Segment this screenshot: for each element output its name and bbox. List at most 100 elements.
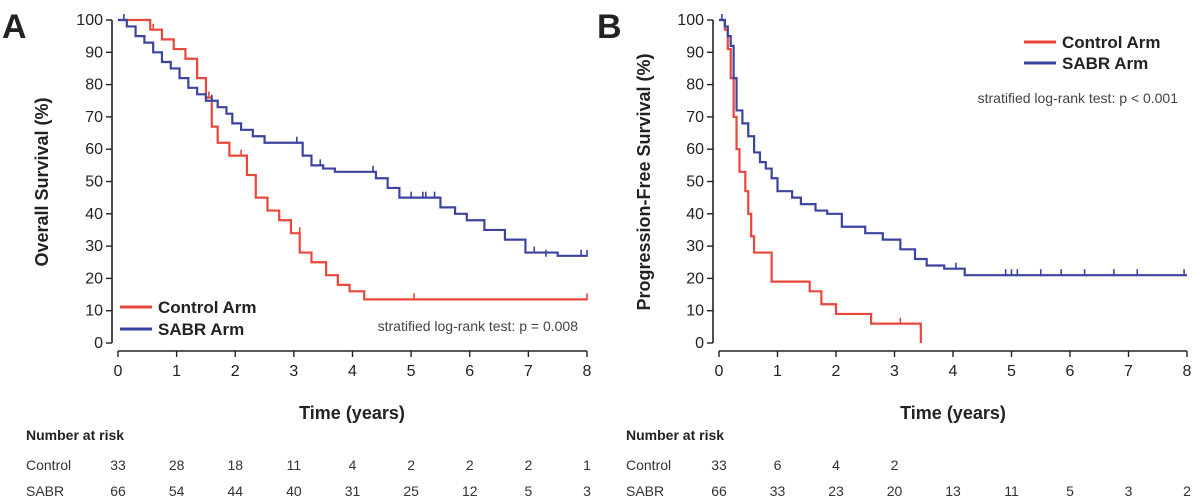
y-tick-label: 30 xyxy=(85,238,103,255)
y-tick-label: 0 xyxy=(695,335,704,352)
y-tick-label: 60 xyxy=(686,141,704,158)
risk-value: 33 xyxy=(770,483,786,499)
x-axis-label: Time (years) xyxy=(299,403,405,423)
risk-values: 33 6 4 2 66 33 23 20 13 11 5 3 2 xyxy=(711,457,1191,499)
risk-value: 4 xyxy=(832,457,840,473)
risk-value: 66 xyxy=(110,483,126,499)
risk-value: 3 xyxy=(583,483,591,499)
y-tick-label: 20 xyxy=(85,270,103,287)
risk-value: 5 xyxy=(524,483,532,499)
risk-value: 28 xyxy=(169,457,185,473)
logrank-annotation: stratified log-rank test: p < 0.001 xyxy=(978,90,1179,106)
risk-value: 1 xyxy=(583,457,591,473)
legend: Control Arm SABR Arm xyxy=(1024,33,1161,73)
series-line-sabr xyxy=(719,18,1187,277)
series-line-control xyxy=(118,18,587,301)
x-tick-label: 3 xyxy=(890,363,899,380)
y-tick-label: 100 xyxy=(677,12,704,29)
legend-label-control: Control Arm xyxy=(158,298,257,317)
x-tick-label: 2 xyxy=(832,363,841,380)
series-line-control xyxy=(719,18,922,343)
risk-value: 20 xyxy=(887,483,903,499)
x-axis-label: Time (years) xyxy=(900,403,1006,423)
x-tick-label: 1 xyxy=(773,363,782,380)
risk-value: 12 xyxy=(462,483,478,499)
y-axis-label: Progression-Free Survival (%) xyxy=(634,53,654,310)
x-tick-label: 4 xyxy=(949,363,958,380)
y-tick-label: 50 xyxy=(686,174,704,191)
y-tick-label: 80 xyxy=(686,77,704,94)
risk-value: 54 xyxy=(169,483,185,499)
risk-value: 2 xyxy=(407,457,415,473)
y-tick-label: 90 xyxy=(686,44,704,61)
risk-value: 11 xyxy=(287,457,302,473)
risk-value: 2 xyxy=(891,457,899,473)
y-tick-label: 40 xyxy=(85,206,103,223)
series-line-sabr xyxy=(118,18,587,257)
y-tick-label: 70 xyxy=(686,109,704,126)
x-tick-label: 6 xyxy=(1066,363,1075,380)
risk-value: 44 xyxy=(227,483,243,499)
y-tick-label: 80 xyxy=(85,77,103,94)
axes: 0 10 20 30 40 50 60 70 80 90 100 0 1 2 3 4 5 6 7 8 xyxy=(76,12,591,380)
panel-letter: A xyxy=(2,8,27,46)
risk-value: 5 xyxy=(1066,483,1074,499)
risk-table-title: Number at risk xyxy=(26,427,124,443)
x-tick-label: 8 xyxy=(1183,363,1192,380)
risk-value: 2 xyxy=(466,457,474,473)
risk-table-title: Number at risk xyxy=(626,427,724,443)
x-tick-label: 1 xyxy=(172,363,181,380)
axes: 0 10 20 30 40 50 60 70 80 90 100 0 1 2 3 4 5 6 7 8 xyxy=(677,12,1191,380)
y-tick-label: 60 xyxy=(85,141,103,158)
legend-label-sabr: SABR Arm xyxy=(158,320,244,339)
curves xyxy=(118,14,588,301)
y-tick-label: 90 xyxy=(85,44,103,61)
risk-value: 2 xyxy=(524,457,532,473)
y-tick-label: 10 xyxy=(85,303,103,320)
risk-value: 18 xyxy=(227,457,243,473)
risk-value: 66 xyxy=(711,483,727,499)
panel-letter: B xyxy=(597,8,622,46)
y-tick-label: 0 xyxy=(94,335,103,352)
risk-value: 13 xyxy=(945,483,961,499)
risk-value: 33 xyxy=(110,457,126,473)
risk-row-label-control: Control xyxy=(26,457,71,473)
y-tick-label: 10 xyxy=(686,303,704,320)
y-axis-label: Overall Survival (%) xyxy=(32,97,52,266)
x-tick-label: 5 xyxy=(407,363,416,380)
x-tick-label: 6 xyxy=(465,363,474,380)
y-tick-label: 50 xyxy=(85,174,103,191)
risk-value: 25 xyxy=(403,483,419,499)
risk-value: 31 xyxy=(345,483,361,499)
legend-label-control: Control Arm xyxy=(1062,33,1161,52)
risk-value: 2 xyxy=(1183,483,1191,499)
x-tick-label: 7 xyxy=(1124,363,1133,380)
risk-value: 6 xyxy=(774,457,782,473)
risk-row-label-control: Control xyxy=(626,457,671,473)
curves xyxy=(719,14,1187,343)
risk-value: 33 xyxy=(711,457,727,473)
risk-values: 33 28 18 11 4 2 2 2 1 66 54 44 40 31 25 12 5 3 xyxy=(110,457,591,499)
y-tick-label: 20 xyxy=(686,270,704,287)
legend-label-sabr: SABR Arm xyxy=(1062,54,1148,73)
risk-row-label-sabr: SABR xyxy=(626,483,664,499)
x-tick-label: 7 xyxy=(524,363,533,380)
risk-row-label-sabr: SABR xyxy=(26,483,64,499)
risk-value: 11 xyxy=(1004,483,1019,499)
x-tick-label: 5 xyxy=(1007,363,1016,380)
x-tick-label: 8 xyxy=(583,363,592,380)
x-tick-label: 0 xyxy=(114,363,123,380)
risk-value: 4 xyxy=(349,457,357,473)
y-tick-label: 30 xyxy=(686,238,704,255)
logrank-annotation: stratified log-rank test: p = 0.008 xyxy=(378,318,579,334)
x-tick-label: 3 xyxy=(289,363,298,380)
y-tick-label: 70 xyxy=(85,109,103,126)
risk-value: 23 xyxy=(828,483,844,499)
x-tick-label: 4 xyxy=(348,363,357,380)
x-tick-label: 0 xyxy=(715,363,724,380)
x-tick-label: 2 xyxy=(231,363,240,380)
legend: Control Arm SABR Arm xyxy=(120,298,257,339)
